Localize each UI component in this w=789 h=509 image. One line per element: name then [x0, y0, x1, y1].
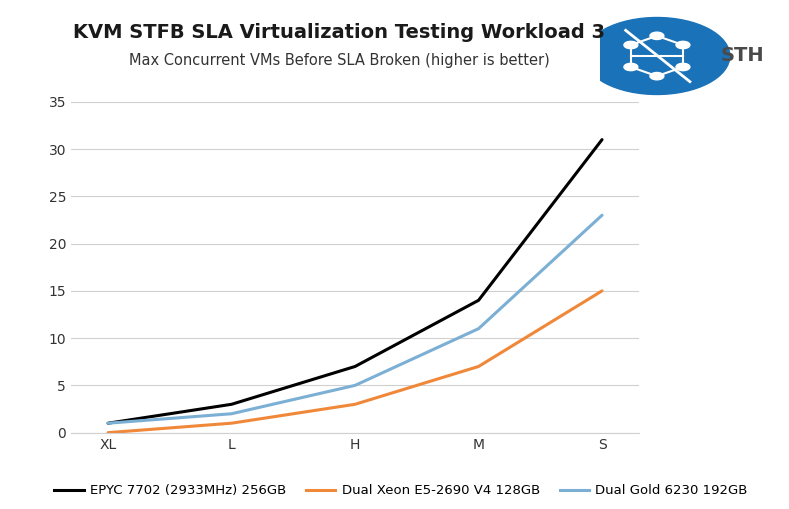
- Text: Max Concurrent VMs Before SLA Broken (higher is better): Max Concurrent VMs Before SLA Broken (hi…: [129, 53, 550, 68]
- Circle shape: [676, 63, 690, 71]
- Circle shape: [676, 41, 690, 49]
- Text: KVM STFB SLA Virtualization Testing Workload 3: KVM STFB SLA Virtualization Testing Work…: [73, 23, 605, 42]
- Circle shape: [624, 63, 638, 71]
- Circle shape: [650, 72, 664, 80]
- Legend: EPYC 7702 (2933MHz) 256GB, Dual Xeon E5-2690 V4 128GB, Dual Gold 6230 192GB: EPYC 7702 (2933MHz) 256GB, Dual Xeon E5-…: [49, 479, 753, 502]
- Circle shape: [624, 41, 638, 49]
- Circle shape: [584, 17, 730, 95]
- Circle shape: [650, 32, 664, 40]
- Text: STH: STH: [720, 46, 764, 66]
